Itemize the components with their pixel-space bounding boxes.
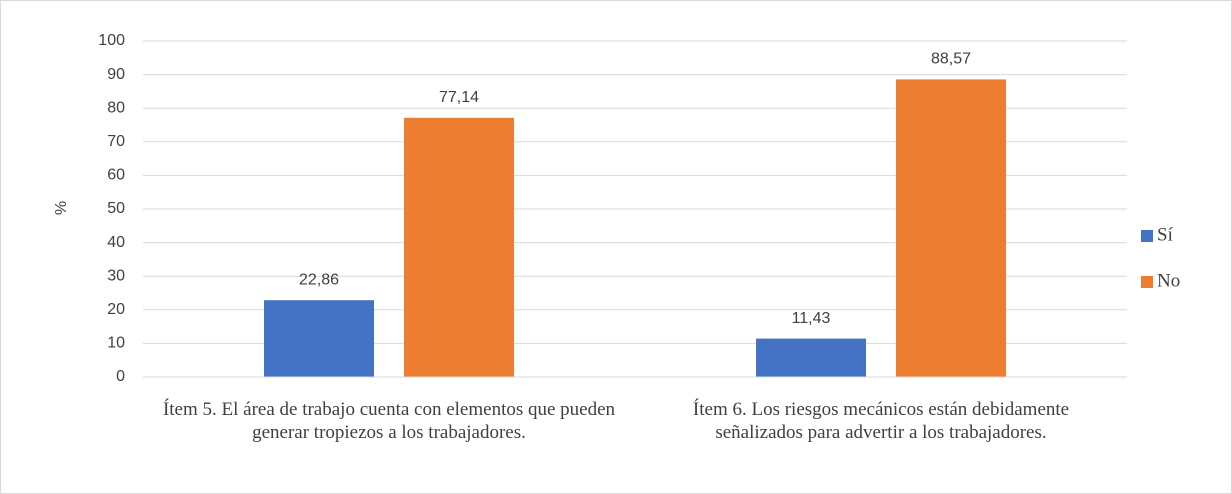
y-tick-label: 50 [107, 200, 125, 217]
bar [404, 117, 514, 377]
legend-swatch [1141, 276, 1153, 288]
data-label: 88,57 [931, 51, 971, 68]
bar [896, 79, 1006, 378]
x-tick-label: Ítem 6. Los riesgos mecánicos están debi… [692, 399, 1070, 443]
y-tick-label: 0 [116, 368, 125, 385]
bar [756, 338, 866, 377]
y-tick-label: 70 [107, 133, 125, 150]
x-tick-label: Ítem 5. El área de trabajo cuenta con el… [162, 399, 616, 443]
data-label: 22,86 [299, 271, 339, 288]
y-tick-label: 20 [107, 301, 125, 318]
y-tick-label: 40 [107, 234, 125, 251]
data-label: 11,43 [792, 310, 831, 327]
y-tick-label: 80 [107, 99, 125, 116]
y-axis-label: % [53, 201, 70, 215]
y-tick-label: 90 [107, 66, 125, 83]
y-tick-label: 10 [107, 335, 125, 352]
legend-swatch [1141, 230, 1153, 242]
data-label: 77,14 [439, 89, 479, 106]
legend-label: No [1157, 270, 1180, 291]
y-tick-label: 100 [98, 32, 125, 49]
y-tick-label: 30 [107, 267, 125, 284]
bar [264, 300, 374, 377]
legend-label: Sí [1157, 224, 1174, 245]
y-tick-label: 60 [107, 167, 125, 184]
